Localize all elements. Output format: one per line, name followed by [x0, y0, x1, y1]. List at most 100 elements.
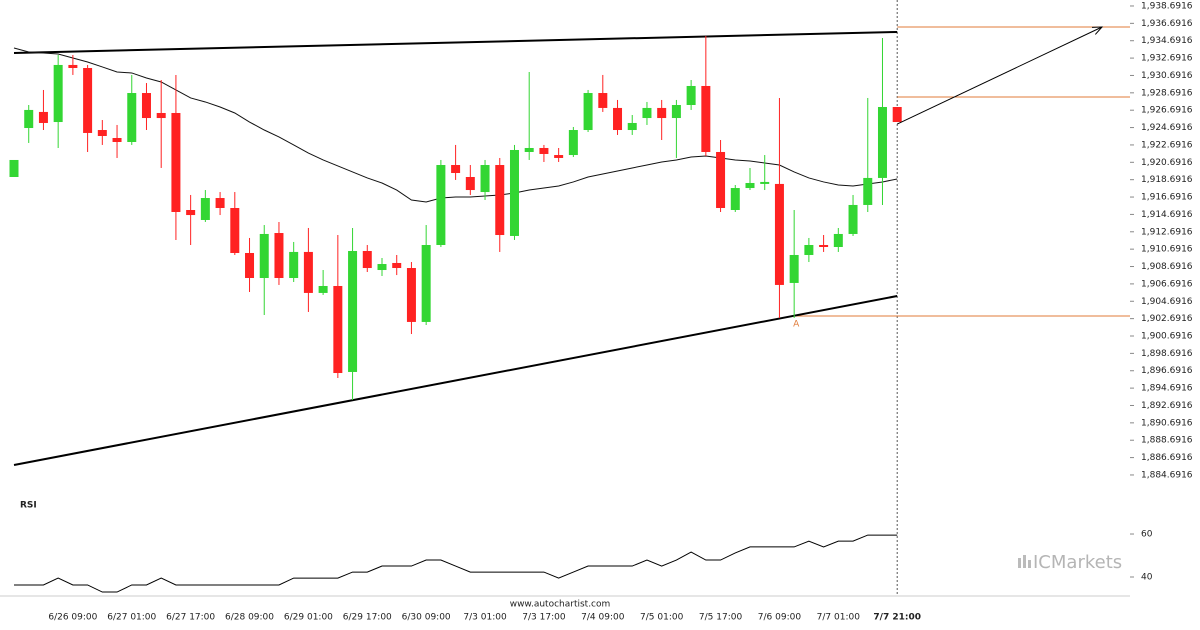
candle-body: [716, 151, 726, 209]
candle-body: [774, 183, 784, 285]
candle-body: [583, 93, 593, 131]
y-tick-label: 1,920.6916: [1141, 158, 1193, 168]
logo-bar: [1028, 560, 1031, 568]
candle-body: [141, 93, 151, 119]
candle-body: [892, 106, 902, 123]
x-tick-label: 7/5 01:00: [640, 613, 684, 623]
y-tick-label: 1,938.6916: [1141, 1, 1193, 11]
x-tick-label: 6/27 17:00: [166, 613, 215, 623]
candle-body: [186, 210, 196, 216]
candle-body: [539, 147, 549, 154]
candle-body: [289, 251, 299, 279]
x-tick-label: 7/3 01:00: [463, 613, 507, 623]
candle-body: [200, 198, 210, 220]
candle-body: [303, 251, 313, 293]
candle-body: [9, 159, 19, 177]
candle-body: [598, 93, 608, 108]
candle-body: [465, 176, 475, 191]
candle-body: [348, 250, 358, 372]
candle-body: [686, 85, 696, 105]
candle-body: [524, 147, 534, 152]
candle-body: [171, 112, 181, 212]
logo-bar: [1023, 555, 1026, 568]
y-tick-label: 1,886.6916: [1141, 453, 1193, 463]
candle-body: [495, 165, 505, 236]
logo-text: ICMarkets: [1033, 552, 1122, 573]
logo-bar: [1018, 558, 1021, 568]
y-tick-label: 1,924.6916: [1141, 123, 1193, 133]
logo-name: Markets: [1051, 552, 1122, 573]
candle-body: [671, 105, 681, 119]
y-tick-label: 1,918.6916: [1141, 175, 1193, 185]
x-tick-label: 7/7 01:00: [817, 613, 861, 623]
candle-body: [245, 252, 255, 279]
y-tick-label: 1,904.6916: [1141, 297, 1193, 307]
y-tick-label: 1,926.6916: [1141, 106, 1193, 116]
candle-body: [112, 138, 122, 142]
candle-body: [83, 68, 93, 133]
candle-body: [642, 107, 652, 119]
trend-line: [13, 294, 898, 466]
y-tick-label: 1,930.6916: [1141, 71, 1193, 81]
y-tick-label: 1,890.6916: [1141, 418, 1193, 428]
y-tick-label: 1,928.6916: [1141, 88, 1193, 98]
candle-body: [127, 93, 137, 142]
candle-body: [68, 64, 78, 69]
candle-body: [38, 111, 48, 123]
x-tick-label: 6/30 09:00: [402, 613, 451, 623]
y-tick-label: 1,900.6916: [1141, 332, 1193, 342]
candle-body: [97, 130, 107, 137]
y-tick-label: 1,894.6916: [1141, 384, 1193, 394]
candle-body: [362, 250, 372, 269]
y-tick-label: 1,908.6916: [1141, 262, 1193, 272]
candle-body: [509, 149, 519, 236]
logo-prefix: IC: [1033, 552, 1051, 573]
arrow-head: [1091, 26, 1104, 35]
candle-body: [259, 233, 269, 279]
candle-body: [318, 285, 328, 293]
candle-body: [53, 64, 63, 123]
rsi-title: RSI: [20, 501, 37, 511]
x-tick-label: 7/4 09:00: [581, 613, 625, 623]
candle-body: [421, 245, 431, 322]
y-tick-label: 1,892.6916: [1141, 401, 1193, 411]
candle-body: [377, 264, 387, 271]
candle-body: [819, 245, 829, 247]
candle-body: [406, 268, 416, 322]
candle-body: [156, 112, 166, 119]
rsi-tick-label: 60: [1141, 530, 1153, 540]
candle-body: [627, 122, 637, 131]
y-tick-label: 1,888.6916: [1141, 436, 1193, 446]
candle-body: [833, 233, 843, 247]
y-tick-label: 1,912.6916: [1141, 227, 1193, 237]
x-tick-label: 6/29 01:00: [284, 613, 333, 623]
candle-body: [789, 254, 799, 283]
annotation: A: [793, 319, 800, 329]
candle-body: [274, 233, 284, 279]
candle-body: [554, 155, 564, 158]
x-tick-label: 6/28 09:00: [225, 613, 274, 623]
y-tick-label: 1,914.6916: [1141, 210, 1193, 220]
y-tick-label: 1,936.6916: [1141, 19, 1193, 29]
candle-body: [657, 107, 667, 119]
y-tick-label: 1,902.6916: [1141, 314, 1193, 324]
candle-body: [701, 85, 711, 152]
y-tick-label: 1,934.6916: [1141, 36, 1193, 46]
x-tick-label: 7/7 21:00: [873, 613, 921, 623]
y-tick-label: 1,884.6916: [1141, 470, 1193, 480]
y-tick-label: 1,896.6916: [1141, 366, 1193, 376]
rsi-tick-label: 40: [1141, 573, 1153, 583]
x-tick-label: 6/27 01:00: [107, 613, 156, 623]
y-tick-label: 1,906.6916: [1141, 279, 1193, 289]
x-tick-label: 6/26 09:00: [48, 613, 97, 623]
candle-body: [333, 285, 343, 374]
candle-body: [863, 177, 873, 205]
trend-line: [13, 30, 898, 54]
candle-body: [451, 165, 461, 174]
candle-body: [730, 188, 740, 210]
candle-body: [215, 198, 225, 209]
x-tick-label: 7/3 17:00: [522, 613, 566, 623]
y-tick-label: 1,910.6916: [1141, 245, 1193, 255]
